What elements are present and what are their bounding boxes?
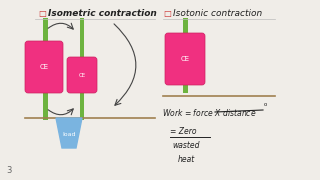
FancyBboxPatch shape bbox=[43, 18, 48, 120]
FancyBboxPatch shape bbox=[183, 18, 188, 93]
Text: □: □ bbox=[163, 9, 171, 18]
Text: 3: 3 bbox=[6, 166, 12, 175]
Text: wasted: wasted bbox=[172, 141, 199, 150]
Text: load: load bbox=[62, 132, 76, 136]
Text: heat: heat bbox=[178, 155, 195, 164]
FancyBboxPatch shape bbox=[67, 57, 97, 93]
FancyBboxPatch shape bbox=[25, 41, 63, 93]
FancyBboxPatch shape bbox=[165, 33, 205, 85]
Text: Work = force X di$\mathit{s}$tance: Work = force X di$\mathit{s}$tance bbox=[162, 107, 256, 118]
Text: □: □ bbox=[38, 9, 46, 18]
Text: = Zero: = Zero bbox=[170, 127, 196, 136]
Text: CE: CE bbox=[180, 56, 189, 62]
Polygon shape bbox=[56, 118, 82, 148]
Text: CE: CE bbox=[78, 73, 85, 78]
Text: Isometric contraction: Isometric contraction bbox=[48, 9, 157, 18]
Text: Isotonic contraction: Isotonic contraction bbox=[173, 9, 262, 18]
FancyBboxPatch shape bbox=[80, 18, 84, 120]
Text: CE: CE bbox=[39, 64, 49, 70]
Text: o: o bbox=[264, 102, 268, 107]
